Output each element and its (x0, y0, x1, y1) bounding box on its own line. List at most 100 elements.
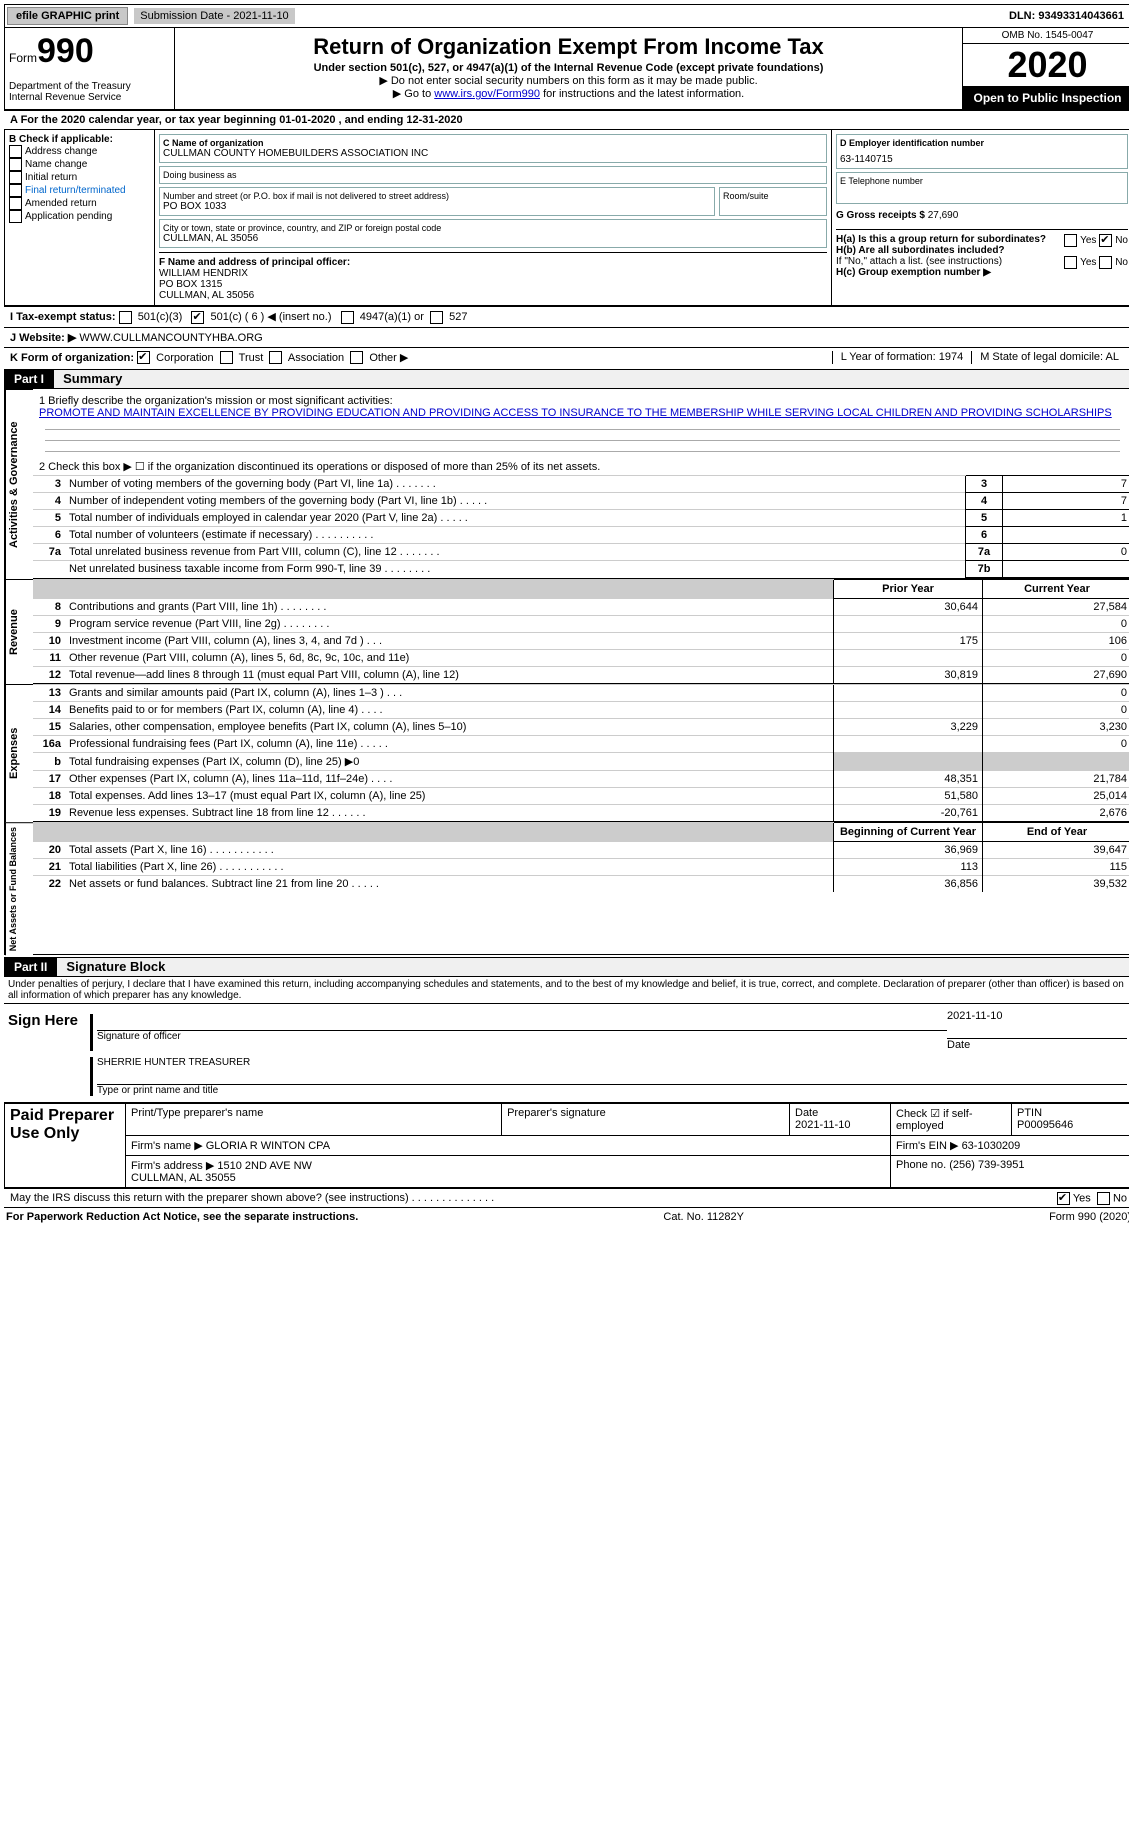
officer-name: WILLIAM HENDRIX (159, 268, 827, 279)
expenses-table: 13Grants and similar amounts paid (Part … (33, 684, 1129, 821)
net-assets-table: Beginning of Current YearEnd of Year 20T… (33, 822, 1129, 892)
line2: 2 Check this box ▶ ☐ if the organization… (33, 458, 1129, 475)
pt-name-label: Print/Type preparer's name (131, 1107, 263, 1119)
hb-no[interactable] (1099, 256, 1112, 269)
gross-label: G Gross receipts $ (836, 210, 925, 221)
addr-label: Number and street (or P.O. box if mail i… (163, 191, 711, 201)
revenue-table: Prior YearCurrent Year 8Contributions an… (33, 579, 1129, 683)
chk-address-change[interactable] (9, 145, 22, 158)
tel-label: E Telephone number (840, 176, 1124, 186)
name-title-label: Type or print name and title (97, 1085, 218, 1096)
governance-table: 3Number of voting members of the governi… (33, 475, 1129, 578)
lbl-other: Other ▶ (369, 352, 408, 364)
i-label: I Tax-exempt status: (10, 311, 116, 323)
part1-header: Part I (4, 370, 54, 388)
efile-print-button[interactable]: efile GRAPHIC print (7, 7, 128, 25)
part2-header: Part II (4, 958, 57, 976)
chk-corp[interactable] (137, 351, 150, 364)
lbl-amended: Amended return (25, 198, 97, 209)
hb-yes-lbl: Yes (1080, 257, 1096, 268)
form-header: Form990 Department of the Treasury Inter… (4, 28, 1129, 110)
pt-date: 2021-11-10 (795, 1119, 850, 1131)
open-public-badge: Open to Public Inspection (963, 87, 1129, 109)
hdr-boy: Beginning of Current Year (834, 823, 983, 842)
irs-link[interactable]: www.irs.gov/Form990 (434, 88, 540, 100)
pra-notice: For Paperwork Reduction Act Notice, see … (6, 1211, 358, 1223)
entity-block: B Check if applicable: Address change Na… (4, 129, 1129, 306)
firm-ein-label: Firm's EIN ▶ (896, 1140, 959, 1152)
lbl-app-pending: Application pending (25, 211, 112, 222)
chk-501c3[interactable] (119, 311, 132, 324)
org-address: PO BOX 1033 (163, 201, 711, 212)
lbl-501c3: 501(c)(3) (138, 311, 183, 323)
note-goto-post: for instructions and the latest informat… (540, 88, 744, 100)
hb-yes[interactable] (1064, 256, 1077, 269)
chk-app-pending[interactable] (9, 210, 22, 223)
note-ssn: ▶ Do not enter social security numbers o… (179, 74, 958, 87)
chk-amended[interactable] (9, 197, 22, 210)
check-applicable-label: B Check if applicable: (9, 134, 150, 145)
mission-text: PROMOTE AND MAINTAIN EXCELLENCE BY PROVI… (39, 407, 1126, 419)
officer-addr2: CULLMAN, AL 35056 (159, 290, 827, 301)
state-domicile: M State of legal domicile: AL (971, 351, 1127, 365)
dba-label: Doing business as (163, 170, 823, 180)
form-title: Return of Organization Exempt From Incom… (179, 34, 958, 60)
chk-final-return[interactable] (9, 184, 22, 197)
ha-yes[interactable] (1064, 234, 1077, 247)
vlabel-expenses: Expenses (5, 684, 33, 822)
paid-preparer-label: Paid Preparer Use Only (5, 1104, 126, 1188)
top-bar: efile GRAPHIC print Submission Date - 20… (4, 4, 1129, 28)
firm-name: GLORIA R WINTON CPA (206, 1140, 330, 1152)
hb-no-lbl: No (1115, 257, 1128, 268)
chk-assoc[interactable] (269, 351, 282, 364)
gross-receipts: 27,690 (928, 210, 959, 221)
pt-date-label: Date (795, 1107, 818, 1119)
lbl-trust: Trust (239, 352, 264, 364)
form-number: 990 (37, 32, 94, 70)
org-name: CULLMAN COUNTY HOMEBUILDERS ASSOCIATION … (163, 148, 823, 159)
discuss-label: May the IRS discuss this return with the… (10, 1192, 494, 1204)
hdr-current-year: Current Year (983, 580, 1129, 599)
org-city: CULLMAN, AL 35056 (163, 233, 823, 244)
year-formation: L Year of formation: 1974 (832, 351, 972, 365)
lbl-initial-return: Initial return (25, 172, 77, 183)
check-self-emp: Check ☑ if self-employed (896, 1108, 973, 1132)
ha-no[interactable] (1099, 234, 1112, 247)
discuss-yes[interactable] (1057, 1192, 1070, 1205)
ptin-label: PTIN (1017, 1107, 1042, 1119)
chk-trust[interactable] (220, 351, 233, 364)
j-label: J Website: ▶ (10, 332, 76, 344)
vlabel-net-assets: Net Assets or Fund Balances (5, 822, 33, 955)
officer-label: F Name and address of principal officer: (159, 257, 827, 268)
discuss-no[interactable] (1097, 1192, 1110, 1205)
website: WWW.CULLMANCOUNTYHBA.ORG (79, 332, 262, 344)
chk-501c[interactable] (191, 311, 204, 324)
chk-name-change[interactable] (9, 158, 22, 171)
discuss-yes-lbl: Yes (1073, 1193, 1091, 1205)
summary-grid: Activities & Governance 1 Briefly descri… (4, 389, 1129, 955)
tax-year-line: A For the 2020 calendar year, or tax yea… (4, 110, 1129, 129)
officer-addr1: PO BOX 1315 (159, 279, 827, 290)
chk-other[interactable] (350, 351, 363, 364)
firm-phone-label: Phone no. (896, 1159, 946, 1171)
tax-year: 2020 (963, 44, 1129, 87)
discuss-no-lbl: No (1113, 1193, 1127, 1205)
chk-4947[interactable] (341, 311, 354, 324)
ein: 63-1140715 (840, 154, 1124, 165)
chk-initial-return[interactable] (9, 171, 22, 184)
city-label: City or town, state or province, country… (163, 223, 823, 233)
cat-no: Cat. No. 11282Y (663, 1211, 744, 1223)
firm-addr-label: Firm's address ▶ (131, 1160, 214, 1172)
note-goto-pre: ▶ Go to (393, 88, 434, 100)
ha-no-lbl: No (1115, 235, 1128, 246)
ha-yes-lbl: Yes (1080, 235, 1096, 246)
jurat: Under penalties of perjury, I declare th… (4, 977, 1129, 1003)
lbl-527: 527 (449, 311, 467, 323)
chk-527[interactable] (430, 311, 443, 324)
room-label: Room/suite (723, 191, 823, 201)
ptin: P00095646 (1017, 1119, 1073, 1131)
sign-here-label: Sign Here (4, 1004, 84, 1102)
form-subtitle: Under section 501(c), 527, or 4947(a)(1)… (179, 62, 958, 74)
ein-label: D Employer identification number (840, 138, 1124, 148)
ha-label: H(a) Is this a group return for subordin… (836, 234, 1046, 245)
